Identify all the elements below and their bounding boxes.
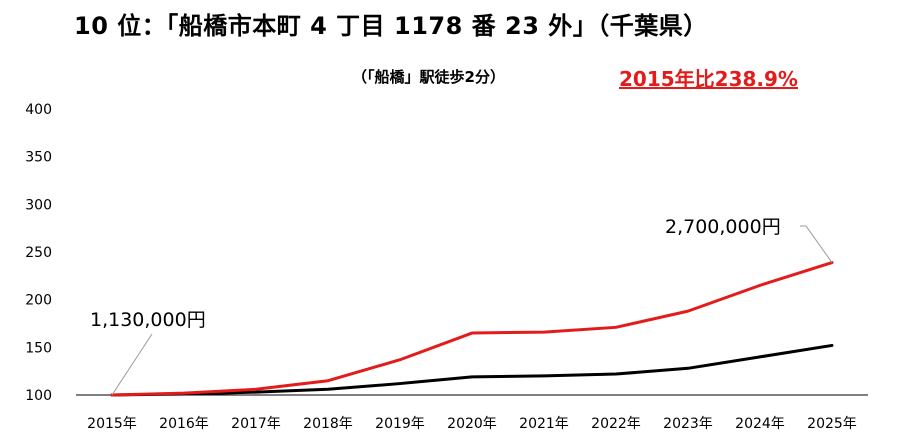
series-line-2 bbox=[110, 343, 834, 397]
y-tick-label: 300 bbox=[25, 197, 52, 213]
y-axis-ticks: 100 150 200 250 300 350 400 bbox=[25, 102, 52, 404]
y-tick-label: 100 bbox=[25, 388, 52, 404]
series-lines bbox=[110, 261, 834, 397]
y-tick-label: 250 bbox=[25, 245, 52, 261]
x-tick-label: 2020年 bbox=[447, 416, 497, 432]
annotation-leader-line bbox=[111, 333, 153, 396]
x-tick-label: 2015年 bbox=[87, 416, 137, 432]
annotations: 1,130,000円 2,700,000円 bbox=[90, 216, 833, 396]
chart-title: 10 位：「船橋市本町 4 丁目 1178 番 23 外」（千葉県） bbox=[74, 12, 708, 40]
x-tick-label: 2022年 bbox=[591, 416, 641, 432]
y-tick-label: 400 bbox=[25, 102, 52, 118]
annotation-label: 1,130,000円 bbox=[90, 309, 206, 331]
annotation-leader-line bbox=[805, 225, 833, 263]
x-tick-label: 2021年 bbox=[519, 416, 569, 432]
x-tick-label: 2024年 bbox=[735, 416, 785, 432]
y-tick-label: 350 bbox=[25, 150, 52, 166]
series-line-1 bbox=[110, 261, 834, 397]
x-tick-label: 2017年 bbox=[231, 416, 281, 432]
growth-note: 2015年比238.9% bbox=[619, 67, 798, 91]
x-tick-label: 2018年 bbox=[303, 416, 353, 432]
y-tick-label: 200 bbox=[25, 293, 52, 309]
x-tick-label: 2025年 bbox=[807, 416, 857, 432]
x-tick-label: 2016年 bbox=[159, 416, 209, 432]
chart-subtitle: （「船橋」駅徒歩2分） bbox=[352, 68, 505, 86]
y-tick-label: 150 bbox=[25, 340, 52, 356]
x-tick-label: 2019年 bbox=[375, 416, 425, 432]
annotation-label: 2,700,000円 bbox=[665, 216, 781, 238]
x-axis-ticks: 2015年 2016年 2017年 2018年 2019年 2020年 2021年 2022年… bbox=[87, 416, 857, 432]
x-tick-label: 2023年 bbox=[663, 416, 713, 432]
